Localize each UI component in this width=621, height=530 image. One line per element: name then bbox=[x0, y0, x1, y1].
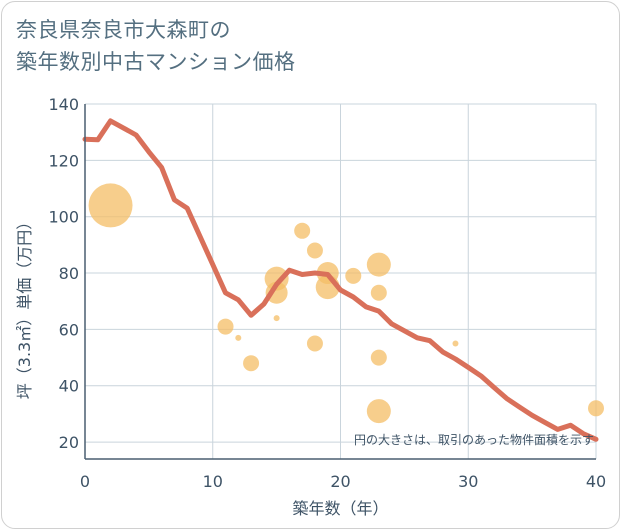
x-tick-label: 20 bbox=[330, 472, 350, 491]
bubble-point bbox=[294, 222, 311, 239]
bubble-point bbox=[370, 349, 387, 366]
chart-title-line1: 奈良県奈良市大森町の bbox=[16, 18, 231, 42]
bubble-point bbox=[452, 340, 459, 347]
bubble-point bbox=[217, 318, 234, 335]
x-tick-label: 0 bbox=[80, 472, 90, 491]
y-tick-label: 40 bbox=[59, 377, 79, 396]
y-tick-label: 100 bbox=[48, 208, 79, 227]
y-tick-label: 120 bbox=[48, 151, 79, 170]
bubble-point bbox=[366, 399, 391, 424]
bubble-point bbox=[345, 267, 362, 284]
y-tick-label: 20 bbox=[59, 433, 79, 452]
x-tick-label: 40 bbox=[586, 472, 606, 491]
chart-title: 奈良県奈良市大森町の 築年数別中古マンション価格 bbox=[16, 14, 296, 78]
tick-labels: 0 10 20 30 40 20 40 60 80 100 120 140 bbox=[48, 95, 606, 491]
grid-lines bbox=[85, 103, 597, 459]
bubble-point bbox=[370, 284, 387, 301]
x-tick-label: 10 bbox=[203, 472, 223, 491]
axes bbox=[84, 104, 596, 460]
bubble-point bbox=[366, 252, 391, 277]
y-tick-label: 80 bbox=[59, 264, 79, 283]
bubble-point bbox=[235, 334, 242, 341]
bubble-series bbox=[88, 183, 604, 424]
chart-title-line2: 築年数別中古マンション価格 bbox=[16, 50, 296, 74]
x-tick-label: 30 bbox=[458, 472, 478, 491]
bubble-point bbox=[243, 355, 260, 372]
bubble-point bbox=[306, 335, 323, 352]
bubble-point bbox=[306, 242, 323, 259]
size-note: 円の大きさは、取引のあった物件面積を示す bbox=[354, 432, 594, 447]
bubble-point bbox=[588, 400, 604, 417]
y-axis-title: 坪（3.3㎡）単価（万円） bbox=[15, 214, 34, 399]
x-axis-title: 築年数（年） bbox=[292, 499, 388, 518]
y-tick-label: 140 bbox=[48, 95, 79, 114]
bubble-point bbox=[273, 315, 280, 322]
price-line bbox=[82, 118, 599, 442]
bubble-point bbox=[265, 281, 288, 304]
y-tick-label: 60 bbox=[59, 320, 79, 339]
bubble-point bbox=[88, 183, 133, 228]
